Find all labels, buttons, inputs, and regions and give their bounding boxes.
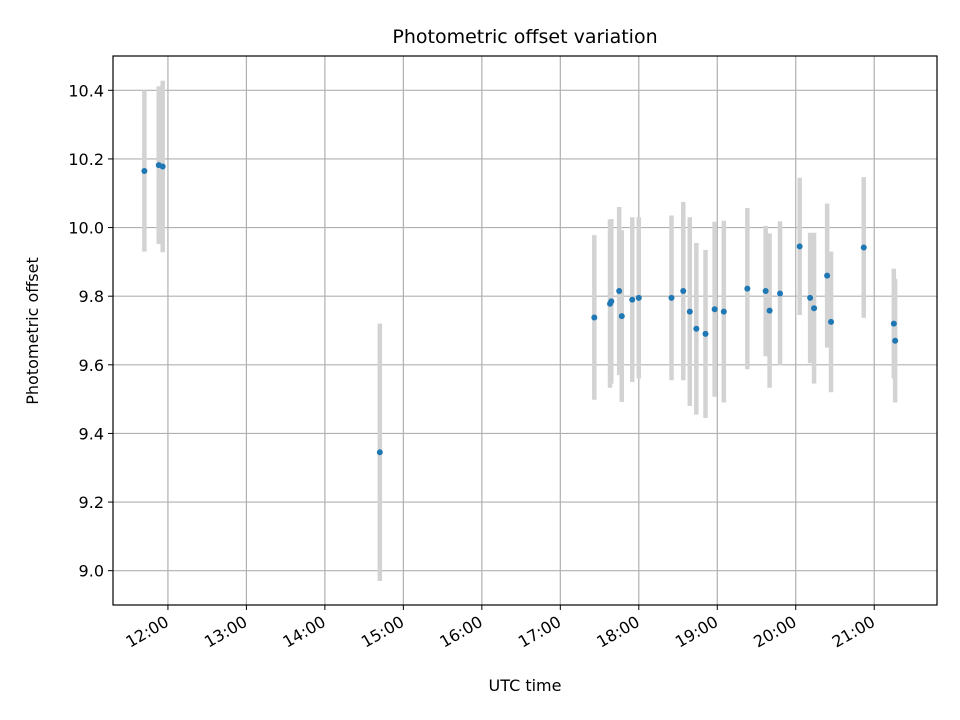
y-tick-label: 9.0 [79,562,104,581]
data-point [693,325,700,332]
data-points [141,162,899,456]
data-point [777,290,784,297]
grid-lines [113,56,937,605]
y-tick-label: 10.0 [68,219,104,238]
chart-title: Photometric offset variation [392,26,657,48]
data-point [824,272,831,279]
y-tick-label: 10.4 [68,81,104,100]
data-point [680,288,687,295]
y-tick-label: 10.2 [68,150,104,169]
y-axis-ticks: 9.0 9.2 9.4 9.6 9.8 10.0 10.2 10.4 [68,81,113,581]
data-point [811,305,818,312]
data-point [892,337,899,344]
data-point [762,288,769,295]
y-tick-label: 9.2 [79,493,104,512]
y-tick-label: 9.8 [79,287,104,306]
data-point [702,330,709,337]
data-point [860,244,867,251]
data-point [591,314,598,321]
data-point [616,288,623,295]
data-point [629,296,636,303]
data-point [828,318,835,325]
y-tick-label: 9.6 [79,356,104,375]
data-point [668,294,675,301]
plot-frame [112,55,938,606]
data-point [720,308,727,315]
data-point [890,320,897,327]
data-point [376,449,383,456]
y-axis-label: Photometric offset [23,257,42,405]
x-axis-label: UTC time [489,676,562,695]
data-point [744,285,751,292]
y-tick-label: 9.4 [79,424,104,443]
data-point [766,307,773,314]
data-point [141,167,148,174]
data-point [608,298,615,305]
data-point [159,163,166,170]
data-point [686,308,693,315]
data-point [618,313,625,320]
data-point [711,306,718,313]
data-point [796,243,803,250]
data-point [635,294,642,301]
data-point [807,294,814,301]
